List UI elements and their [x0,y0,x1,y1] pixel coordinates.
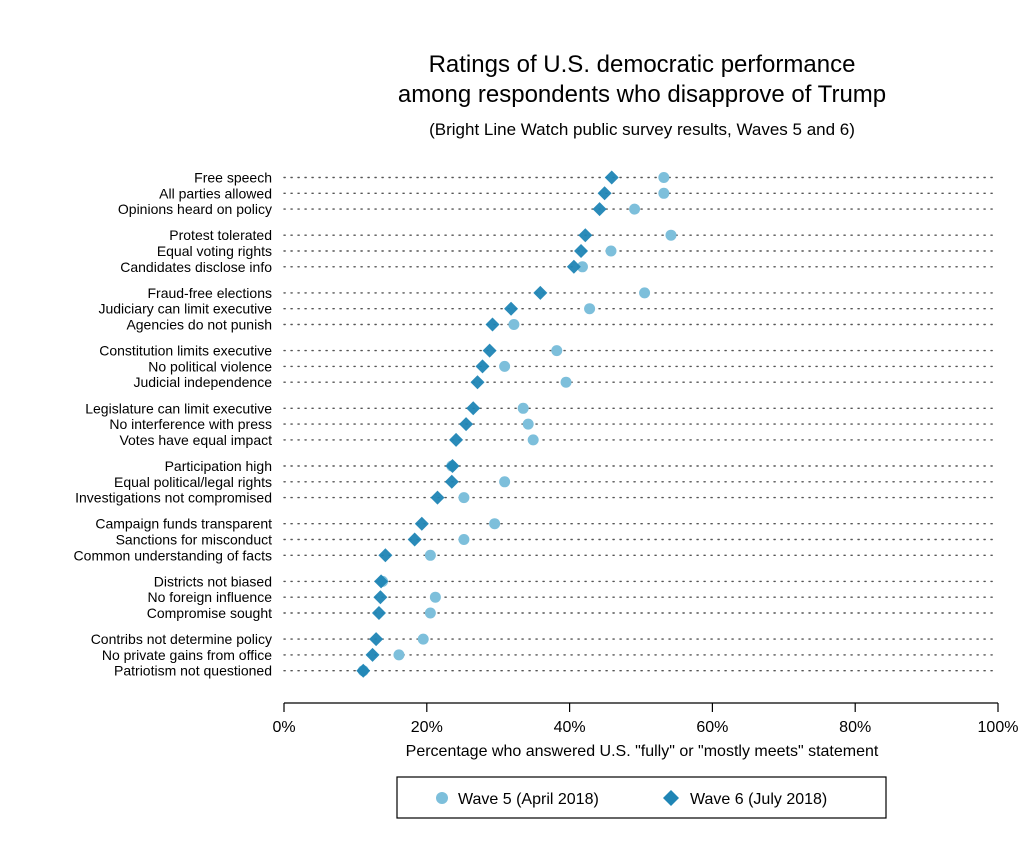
wave6-point [574,244,589,258]
wave6-point [371,606,386,620]
x-tick-label: 80% [839,719,871,736]
wave5-point [429,591,441,603]
wave6-point [414,516,429,531]
category-label: Participation high [165,458,272,474]
wave6-point [470,375,485,390]
category-label: Common understanding of facts [74,547,272,563]
wave6-point [533,285,548,300]
legend-wave5-marker [436,792,448,804]
wave6-point [407,532,422,547]
chart-title-line-2: among respondents who disapprove of Trum… [398,81,886,108]
category-label: No private gains from office [102,647,272,663]
wave6-point [597,186,612,201]
category-label: Equal voting rights [157,243,272,259]
category-label: Campaign funds transparent [95,516,272,532]
category-label: Protest tolerated [169,227,272,243]
category-label: No political violence [148,358,272,374]
wave5-point [665,229,677,241]
wave6-point [378,548,393,563]
wave5-point [584,303,596,315]
wave6-point [578,228,593,243]
x-axis-label: Percentage who answered U.S. "fully" or … [406,743,879,760]
category-label: No interference with press [109,416,272,432]
wave6-point [374,574,389,589]
wave6-point [604,170,619,185]
wave5-point [499,360,511,372]
wave5-point [639,287,651,299]
category-label: All parties allowed [159,185,272,201]
category-label: Legislature can limit executive [85,400,272,416]
category-label: Sanctions for misconduct [116,532,273,548]
legend-wave6-label: Wave 6 (July 2018) [690,791,827,808]
category-label: Constitution limits executive [99,343,272,359]
wave5-point [458,534,470,545]
wave5-point [560,376,572,388]
category-label: Compromise sought [147,605,272,621]
wave5-point [424,549,436,561]
wave6-point [444,474,459,489]
wave5-point [517,402,529,414]
wave5-point [458,492,470,504]
wave6-point [566,259,581,274]
category-label: Districts not biased [154,573,272,589]
wave5-point [417,633,429,645]
wave5-point [551,345,563,357]
category-label: Opinions heard on policy [118,201,272,217]
category-label: Judiciary can limit executive [98,301,272,317]
wave5-point [658,187,670,199]
wave5-point [576,261,588,273]
chart-subtitle: (Bright Line Watch public survey results… [429,120,855,139]
category-label: Judicial independence [133,374,272,390]
wave6-point [504,301,519,316]
wave6-point [485,317,500,332]
wave6-point [365,647,380,662]
x-tick-label: 60% [696,719,728,736]
wave6-point [482,343,497,358]
x-tick-label: 100% [978,719,1019,736]
wave6-point [459,417,474,432]
wave6-point [445,459,460,473]
x-axis: 0% 20% 40% 60% 80% 100% [272,702,1019,736]
wave5-point [522,418,534,430]
x-tick-label: 0% [272,719,295,736]
wave5-point [499,476,511,488]
wave5-point [658,172,670,183]
category-label: No foreign influence [147,589,272,605]
wave6-point [356,663,371,678]
category-label: Investigations not compromised [75,490,272,506]
chart-marks [356,170,677,678]
wave6-point [369,632,384,647]
wave6-point [475,359,490,374]
wave5-point [605,245,617,257]
wave5-point [527,434,539,446]
legend-wave5-label: Wave 5 (April 2018) [458,791,599,808]
wave5-point [424,607,436,619]
wave6-point [373,590,388,605]
category-label: Fraud-free elections [147,285,272,301]
wave6-point [592,202,607,217]
legend-wave6-marker [663,790,679,806]
category-label: Contribs not determine policy [91,631,272,647]
wave6-point [449,432,464,447]
legend: Wave 5 (April 2018) Wave 6 (July 2018) [396,776,887,819]
x-tick-label: 40% [554,719,586,736]
category-label: Votes have equal impact [119,432,272,448]
wave5-point [393,649,405,661]
category-label: Agencies do not punish [126,317,272,333]
legend-box [396,776,887,819]
x-tick-label: 20% [411,719,443,736]
category-label: Free speech [194,170,272,186]
wave6-point [430,490,445,505]
wave5-point [629,203,641,215]
wave5-point [508,319,520,330]
category-label: Patriotism not questioned [114,663,272,679]
wave5-point [489,518,501,530]
wave6-point [466,401,481,416]
category-label: Equal political/legal rights [114,474,272,490]
category-label: Candidates disclose info [120,259,272,275]
chart-title-line-1: Ratings of U.S. democratic performance [429,51,856,78]
